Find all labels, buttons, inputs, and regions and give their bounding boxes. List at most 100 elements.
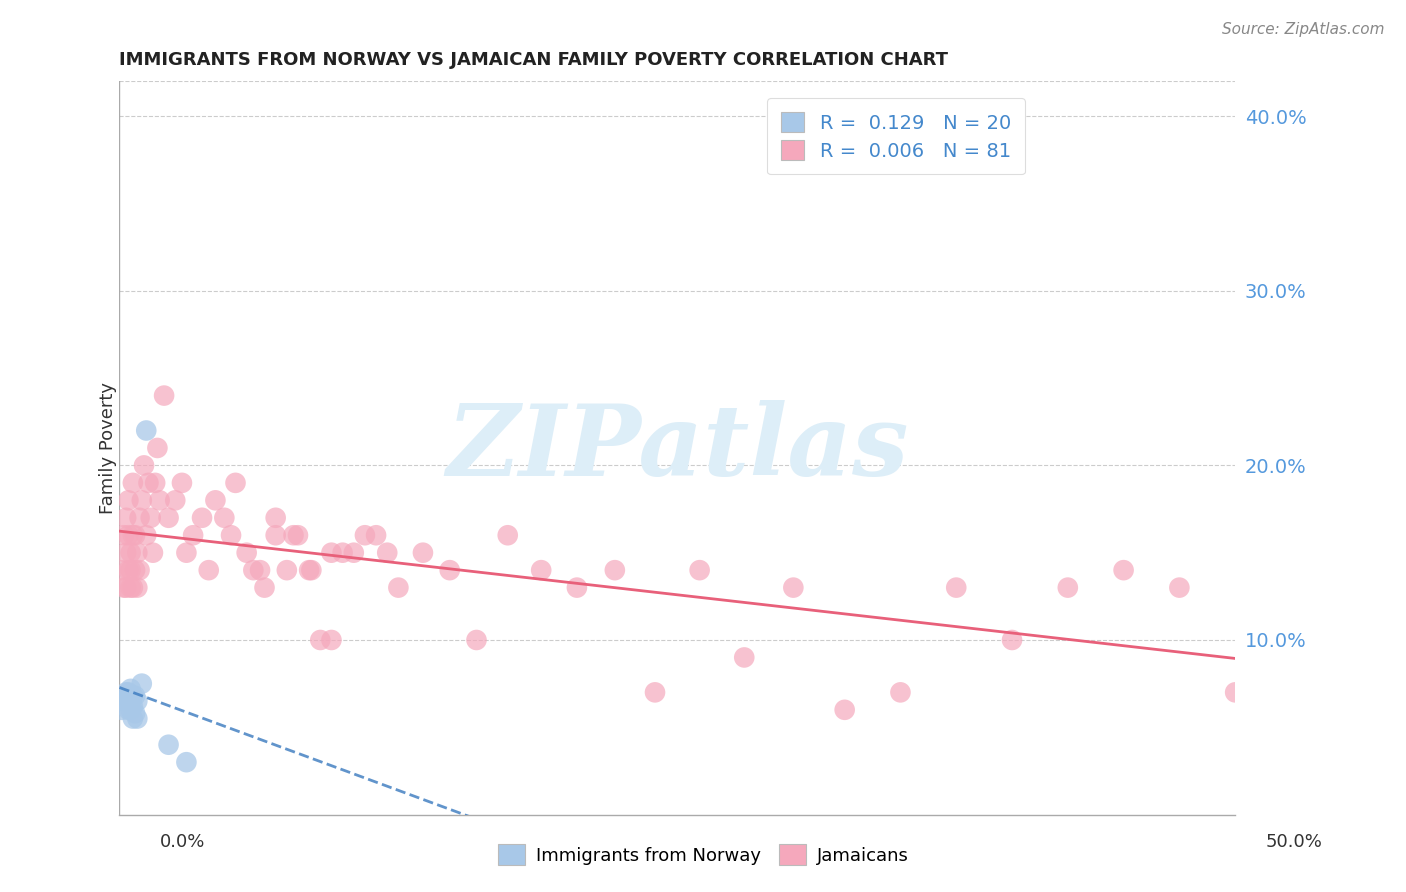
Point bbox=[120, 694, 142, 708]
Point bbox=[131, 493, 153, 508]
Point bbox=[309, 632, 332, 647]
Point bbox=[191, 510, 214, 524]
Point bbox=[115, 581, 138, 595]
Point bbox=[204, 493, 226, 508]
Point bbox=[149, 493, 172, 508]
Point bbox=[121, 699, 143, 714]
Point bbox=[112, 581, 135, 595]
Point bbox=[782, 581, 804, 595]
Point bbox=[112, 528, 135, 542]
Point bbox=[165, 493, 187, 508]
Point bbox=[121, 581, 143, 595]
Point bbox=[121, 689, 143, 703]
Text: IMMIGRANTS FROM NORWAY VS JAMAICAN FAMILY POVERTY CORRELATION CHART: IMMIGRANTS FROM NORWAY VS JAMAICAN FAMIL… bbox=[120, 51, 949, 69]
Point bbox=[1001, 632, 1024, 647]
Point bbox=[124, 528, 146, 542]
Point bbox=[115, 510, 138, 524]
Point bbox=[644, 685, 666, 699]
Point bbox=[127, 712, 149, 726]
Point bbox=[321, 632, 343, 647]
Point bbox=[115, 685, 138, 699]
Point bbox=[283, 528, 305, 542]
Point bbox=[117, 528, 139, 542]
Point bbox=[530, 563, 553, 577]
Point bbox=[157, 510, 180, 524]
Point bbox=[124, 563, 146, 577]
Point bbox=[332, 546, 354, 560]
Text: 50.0%: 50.0% bbox=[1265, 833, 1322, 851]
Point bbox=[889, 685, 911, 699]
Y-axis label: Family Poverty: Family Poverty bbox=[100, 382, 117, 514]
Point bbox=[120, 681, 142, 696]
Point bbox=[299, 563, 322, 577]
Point bbox=[1223, 685, 1246, 699]
Point bbox=[1168, 581, 1191, 595]
Point bbox=[214, 510, 236, 524]
Point bbox=[111, 563, 134, 577]
Point bbox=[375, 546, 398, 560]
Legend: Immigrants from Norway, Jamaicans: Immigrants from Norway, Jamaicans bbox=[489, 835, 917, 874]
Point bbox=[128, 563, 150, 577]
Point bbox=[603, 563, 626, 577]
Point bbox=[135, 424, 157, 438]
Point bbox=[120, 563, 142, 577]
Point bbox=[132, 458, 155, 473]
Point bbox=[128, 510, 150, 524]
Point bbox=[733, 650, 755, 665]
Point bbox=[287, 528, 309, 542]
Point bbox=[157, 738, 180, 752]
Point bbox=[412, 546, 434, 560]
Point bbox=[689, 563, 711, 577]
Point bbox=[496, 528, 519, 542]
Point bbox=[276, 563, 298, 577]
Point bbox=[142, 546, 165, 560]
Point bbox=[124, 706, 146, 721]
Point bbox=[343, 546, 366, 560]
Point bbox=[834, 703, 856, 717]
Point bbox=[253, 581, 276, 595]
Point bbox=[117, 563, 139, 577]
Point bbox=[124, 689, 146, 703]
Point bbox=[224, 475, 246, 490]
Point bbox=[249, 563, 271, 577]
Point bbox=[565, 581, 588, 595]
Point bbox=[121, 475, 143, 490]
Point bbox=[235, 546, 257, 560]
Point bbox=[1112, 563, 1135, 577]
Point bbox=[321, 546, 343, 560]
Point bbox=[1056, 581, 1078, 595]
Point bbox=[117, 685, 139, 699]
Point bbox=[120, 546, 142, 560]
Point bbox=[117, 493, 139, 508]
Text: Source: ZipAtlas.com: Source: ZipAtlas.com bbox=[1222, 22, 1385, 37]
Point bbox=[127, 546, 149, 560]
Point bbox=[146, 441, 169, 455]
Text: ZIPatlas: ZIPatlas bbox=[446, 400, 908, 496]
Point bbox=[143, 475, 166, 490]
Point bbox=[120, 581, 142, 595]
Point bbox=[364, 528, 387, 542]
Point bbox=[121, 528, 143, 542]
Point bbox=[139, 510, 162, 524]
Point bbox=[298, 563, 321, 577]
Point bbox=[219, 528, 242, 542]
Point bbox=[439, 563, 461, 577]
Point bbox=[127, 581, 149, 595]
Point bbox=[945, 581, 967, 595]
Point bbox=[465, 632, 488, 647]
Legend: R =  0.129   N = 20, R =  0.006   N = 81: R = 0.129 N = 20, R = 0.006 N = 81 bbox=[768, 98, 1025, 175]
Point bbox=[387, 581, 409, 595]
Point bbox=[242, 563, 264, 577]
Point bbox=[176, 755, 198, 769]
Point bbox=[131, 676, 153, 690]
Point bbox=[264, 510, 287, 524]
Point bbox=[115, 546, 138, 560]
Point bbox=[120, 703, 142, 717]
Point bbox=[264, 528, 287, 542]
Point bbox=[127, 694, 149, 708]
Point bbox=[197, 563, 219, 577]
Point bbox=[138, 475, 160, 490]
Point bbox=[153, 388, 176, 402]
Point bbox=[170, 475, 193, 490]
Point bbox=[112, 694, 135, 708]
